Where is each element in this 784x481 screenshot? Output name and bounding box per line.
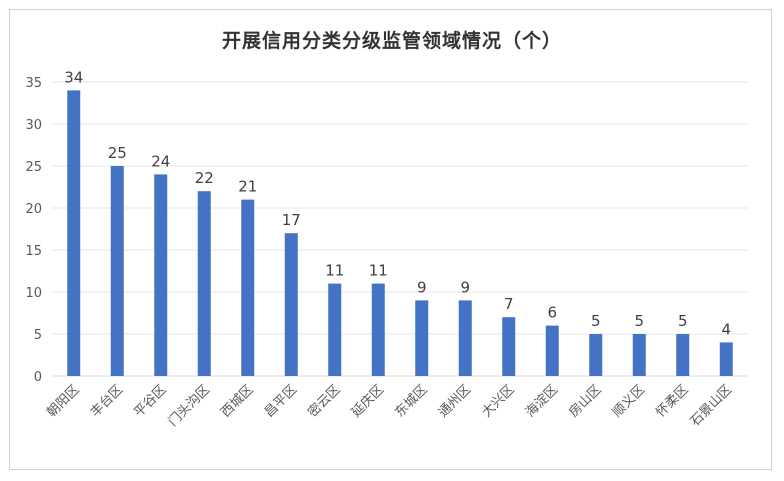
category-label: 东城区: [392, 382, 430, 420]
category-label: 丰台区: [88, 382, 126, 420]
data-label: 6: [547, 304, 557, 322]
category-label: 昌平区: [262, 382, 300, 420]
data-label: 24: [151, 152, 170, 170]
y-tick-label: 35: [25, 76, 42, 91]
bar: [676, 334, 690, 376]
y-tick-label: 30: [25, 118, 42, 133]
chart-title: 开展信用分类分级监管领域情况（个）: [221, 30, 562, 52]
data-label: 21: [238, 178, 257, 196]
y-tick-label: 0: [34, 370, 42, 385]
bar: [545, 325, 559, 376]
data-label: 22: [195, 169, 214, 187]
bars: [67, 90, 733, 377]
category-label: 顺义区: [610, 382, 648, 420]
bar: [502, 317, 516, 376]
bar: [415, 300, 429, 376]
category-label: 密云区: [305, 382, 344, 421]
y-tick-label: 5: [34, 328, 42, 343]
data-labels: 34 25 24 22 21 17 11 11 9 9 7 6 5 5 5 4: [64, 68, 731, 338]
bar: [328, 283, 342, 376]
y-tick-label: 20: [25, 202, 42, 217]
bar: [589, 334, 603, 376]
data-label: 9: [417, 278, 427, 296]
bar: [197, 191, 211, 376]
data-label: 34: [64, 68, 83, 86]
bar: [458, 300, 472, 376]
category-label: 平谷区: [131, 382, 169, 420]
category-label: 房山区: [566, 382, 605, 421]
data-label: 5: [634, 312, 644, 330]
bar: [284, 233, 298, 376]
category-label: 怀柔区: [653, 382, 691, 420]
y-tick-label: 25: [25, 160, 42, 175]
bar: [110, 166, 124, 376]
category-label: 门头沟区: [166, 382, 213, 429]
data-label: 17: [282, 211, 301, 229]
data-label: 11: [369, 262, 388, 280]
y-tick-label: 15: [25, 244, 42, 259]
data-label: 7: [504, 295, 514, 313]
bar: [632, 334, 646, 376]
category-label: 石景山区: [688, 382, 735, 429]
y-tick-label: 10: [25, 286, 42, 301]
data-label: 25: [108, 144, 127, 162]
bar: [241, 199, 255, 376]
bar: [371, 283, 385, 376]
bar: [67, 90, 81, 377]
bar: [719, 342, 733, 376]
category-label: 西城区: [218, 382, 256, 420]
bar: [154, 174, 168, 376]
category-label: 延庆区: [349, 382, 387, 420]
category-label: 海淀区: [523, 382, 561, 420]
data-label: 11: [325, 262, 344, 280]
category-label: 大兴区: [479, 382, 517, 420]
data-label: 5: [591, 312, 601, 330]
chart-frame: [9, 9, 772, 470]
grid-lines: [52, 81, 748, 377]
y-axis-ticks: 0 5 10 15 20 25 30 35: [25, 76, 42, 385]
data-label: 4: [721, 320, 731, 338]
category-label: 朝阳区: [44, 382, 82, 420]
category-label: 通州区: [436, 382, 474, 420]
data-label: 9: [460, 278, 470, 296]
data-label: 5: [678, 312, 688, 330]
